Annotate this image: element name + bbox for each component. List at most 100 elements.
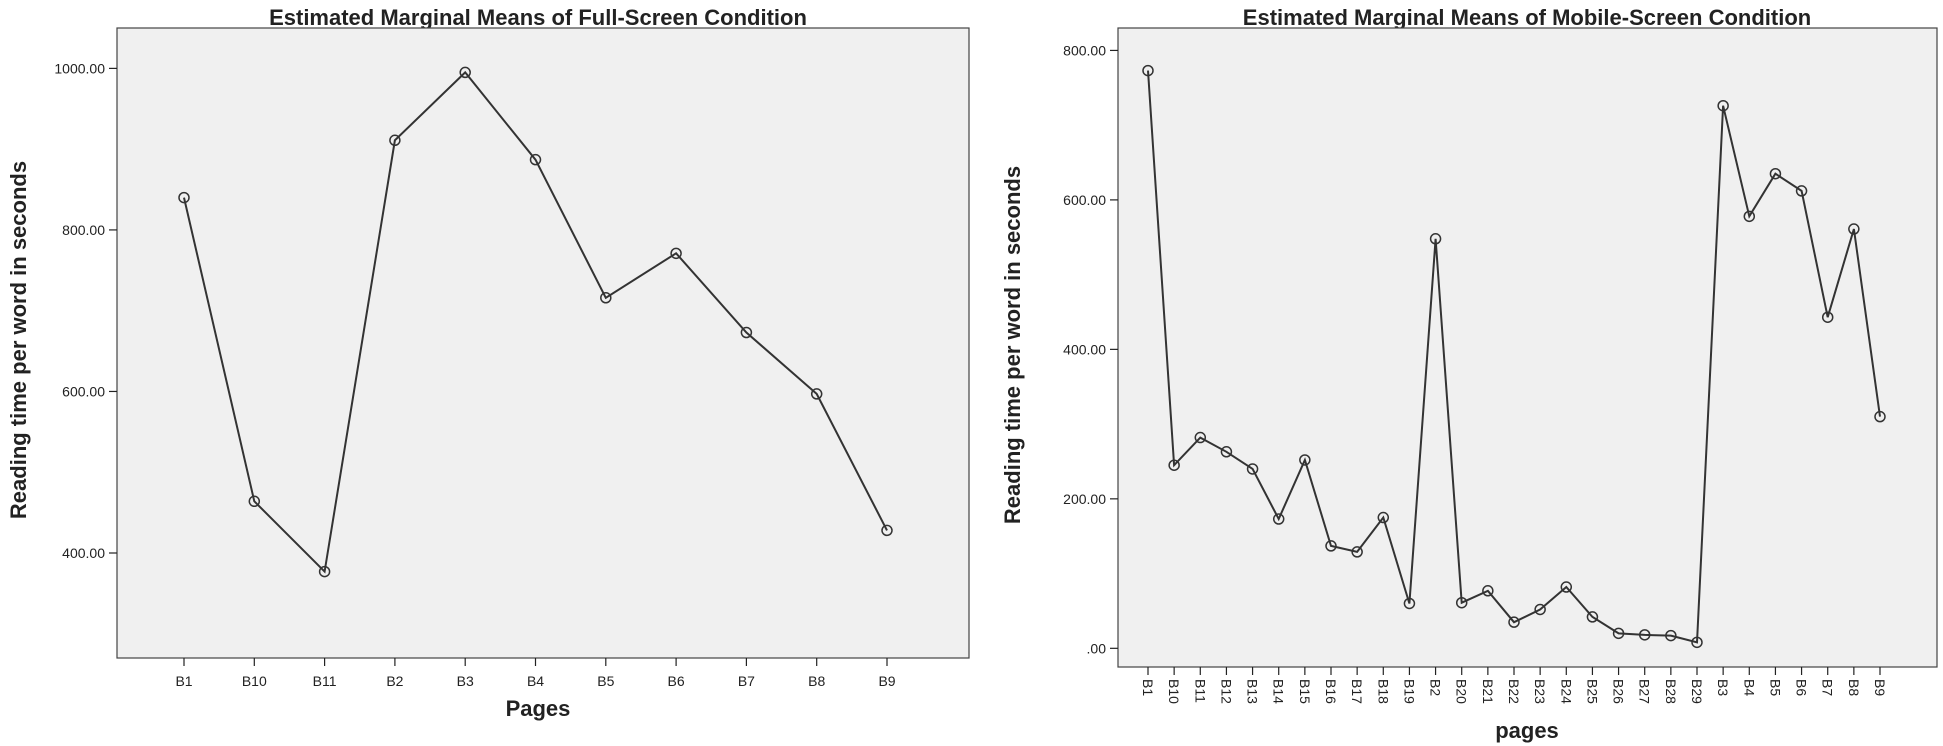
mobile-screen-point-b11: [1194, 431, 1207, 444]
mobile-screen-x-axis-label: pages: [1495, 718, 1559, 743]
full-screen-x-axis-label: Pages: [506, 696, 571, 721]
mobile-screen-point-b5: [1769, 167, 1782, 180]
full-screen-point-b6: [670, 247, 682, 260]
mobile-screen-x-tick-label: B7: [1820, 679, 1836, 696]
mobile-screen-x-tick-label: B8: [1846, 679, 1862, 696]
mobile-screen-x-tick-label: B15: [1297, 679, 1313, 704]
full-screen-point-b4: [529, 153, 542, 166]
mobile-screen-markers: [1142, 64, 1886, 649]
full-screen-markers: [178, 66, 893, 578]
mobile-screen-y-tick-label: 400.00: [1063, 341, 1106, 357]
full-screen-y-axis: 400.00 600.00 800.00 1000.00: [54, 60, 117, 561]
full-screen-point-b9: [881, 524, 893, 537]
mobile-screen-x-axis: B1 B10 B11 B12 B13 B14 B15 B16 B17 B18 B19 B2 B20 B21…: [1140, 667, 1888, 704]
full-screen-point-b10: [248, 495, 261, 508]
full-screen-plot-area: [116, 27, 970, 659]
mobile-screen-point-b29: [1691, 636, 1703, 649]
mobile-screen-point-b20: [1455, 596, 1468, 609]
mobile-screen-x-tick-label: B24: [1558, 679, 1574, 704]
full-screen-x-axis: B1 B10 B11 B2 B3 B4 B5 B6 B7 B8 B9: [175, 658, 896, 689]
full-screen-point-b2: [389, 134, 401, 147]
full-screen-x-tick-label: B5: [597, 673, 614, 689]
mobile-screen-point-b1: [1142, 64, 1154, 77]
mobile-screen-x-tick-label: B18: [1375, 679, 1391, 704]
mobile-screen-point-b23: [1534, 603, 1546, 616]
mobile-screen-x-tick-label: B4: [1741, 679, 1757, 696]
mobile-screen-x-tick-label: B17: [1349, 679, 1365, 704]
mobile-screen-x-tick-label: B20: [1454, 679, 1470, 704]
mobile-screen-point-b16: [1325, 540, 1337, 552]
mobile-screen-point-b8: [1848, 223, 1860, 235]
mobile-screen-point-b17: [1351, 546, 1363, 558]
mobile-screen-point-b10: [1168, 459, 1180, 471]
full-screen-chart-title: Estimated Marginal Means of Full-Screen …: [269, 5, 807, 30]
full-screen-x-tick-label: B8: [808, 673, 825, 689]
mobile-screen-y-tick-label: .00: [1087, 640, 1107, 656]
mobile-screen-x-tick-label: B29: [1689, 679, 1705, 704]
mobile-screen-x-tick-label: B9: [1872, 679, 1888, 696]
full-screen-chart: Estimated Marginal Means of Full-Screen …: [6, 5, 970, 721]
mobile-screen-x-tick-label: B19: [1401, 679, 1417, 704]
mobile-screen-x-tick-label: B22: [1506, 679, 1522, 704]
mobile-screen-x-tick-label: B1: [1140, 679, 1156, 696]
full-screen-x-tick-label: B11: [313, 673, 337, 689]
mobile-screen-x-tick-label: B21: [1480, 679, 1496, 704]
mobile-screen-x-tick-label: B23: [1532, 679, 1548, 704]
mobile-screen-point-b6: [1795, 185, 1808, 197]
mobile-screen-point-b21: [1482, 585, 1494, 597]
full-screen-x-tick-label: B10: [242, 673, 267, 689]
mobile-screen-y-tick-label: 600.00: [1063, 192, 1106, 208]
full-screen-point-b8: [810, 388, 823, 400]
mobile-screen-y-tick-label: 200.00: [1063, 491, 1106, 507]
mobile-screen-point-b19: [1403, 597, 1416, 610]
mobile-screen-x-tick-label: B26: [1611, 679, 1627, 704]
mobile-screen-point-b3: [1717, 99, 1729, 112]
mobile-screen-y-axis-label: Reading time per word in seconds: [1000, 166, 1025, 524]
mobile-screen-x-tick-label: B5: [1767, 679, 1783, 696]
mobile-screen-x-tick-label: B11: [1192, 679, 1208, 703]
mobile-screen-point-b25: [1586, 611, 1599, 623]
mobile-screen-y-tick-label: 800.00: [1063, 42, 1106, 58]
mobile-screen-point-b18: [1377, 511, 1390, 524]
mobile-screen-point-b15: [1299, 454, 1311, 466]
mobile-screen-x-tick-label: B27: [1637, 679, 1653, 704]
full-screen-y-tick-label: 1000.00: [54, 60, 105, 76]
mobile-screen-x-tick-label: B2: [1428, 679, 1444, 696]
full-screen-point-b7: [740, 326, 753, 339]
mobile-screen-point-b4: [1743, 210, 1756, 223]
mobile-screen-x-tick-label: B16: [1323, 679, 1339, 704]
mobile-screen-point-b13: [1246, 463, 1259, 475]
full-screen-point-b3: [459, 66, 471, 79]
mobile-screen-x-tick-label: B6: [1794, 679, 1810, 696]
full-screen-x-tick-label: B6: [668, 673, 685, 689]
mobile-screen-point-b9: [1874, 410, 1886, 423]
mobile-screen-point-b24: [1560, 581, 1573, 593]
mobile-screen-point-b7: [1821, 311, 1834, 323]
mobile-screen-point-b26: [1612, 627, 1625, 640]
mobile-screen-point-b22: [1508, 616, 1520, 628]
mobile-screen-x-tick-label: B12: [1218, 679, 1234, 704]
full-screen-x-tick-label: B3: [457, 673, 474, 689]
full-screen-x-tick-label: B1: [175, 673, 192, 689]
full-screen-y-tick-label: 800.00: [62, 222, 105, 238]
mobile-screen-chart-title: Estimated Marginal Means of Mobile-Scree…: [1243, 5, 1811, 30]
mobile-screen-plot-area: [1117, 27, 1938, 668]
full-screen-y-axis-label: Reading time per word in seconds: [6, 161, 31, 519]
mobile-screen-x-tick-label: B10: [1166, 679, 1182, 704]
full-screen-series-line: [183, 70, 888, 574]
full-screen-x-tick-label: B4: [527, 673, 544, 689]
full-screen-x-tick-label: B7: [738, 673, 755, 689]
mobile-screen-point-b2: [1429, 233, 1442, 245]
mobile-screen-point-b28: [1665, 629, 1677, 642]
mobile-screen-y-axis: .00 200.00 400.00 600.00 800.00: [1063, 42, 1118, 656]
mobile-screen-x-tick-label: B25: [1584, 679, 1600, 704]
full-screen-point-b5: [600, 292, 612, 304]
mobile-screen-x-tick-label: B28: [1663, 679, 1679, 704]
mobile-screen-series-line: [1147, 70, 1881, 644]
full-screen-y-tick-label: 600.00: [62, 383, 105, 399]
full-screen-point-b1: [178, 191, 190, 204]
full-screen-point-b11: [318, 565, 331, 578]
mobile-screen-x-tick-label: B14: [1271, 679, 1287, 704]
mobile-screen-point-b12: [1220, 446, 1233, 458]
